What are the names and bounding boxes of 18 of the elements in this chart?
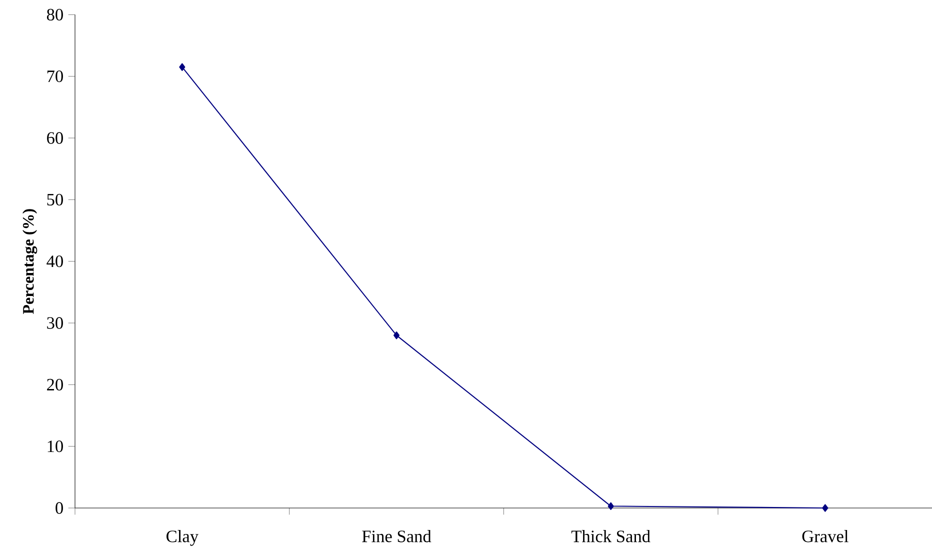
y-tick-label: 50 xyxy=(47,194,63,206)
y-tick-label: 20 xyxy=(47,378,63,391)
point xyxy=(822,504,828,512)
y-tick-label: 0 xyxy=(56,502,63,514)
point xyxy=(393,331,400,340)
point xyxy=(179,63,186,71)
y-tick-label: 30 xyxy=(47,317,63,329)
point xyxy=(608,502,614,510)
y-tick-label: 60 xyxy=(47,132,63,144)
y-tick-label: 70 xyxy=(47,70,63,82)
x-tick-label: Clay xyxy=(166,530,198,546)
y-tick-label: 10 xyxy=(48,440,63,452)
y-axis-title: Percentage (%) xyxy=(22,209,38,314)
y-tick-label: 40 xyxy=(46,255,63,268)
x-tick-label: Gravel xyxy=(802,530,848,542)
x-tick-label: Thick Sand xyxy=(571,530,650,542)
y-tick-label: 80 xyxy=(46,8,63,21)
x-tick-label: Fine Sand xyxy=(362,530,432,542)
